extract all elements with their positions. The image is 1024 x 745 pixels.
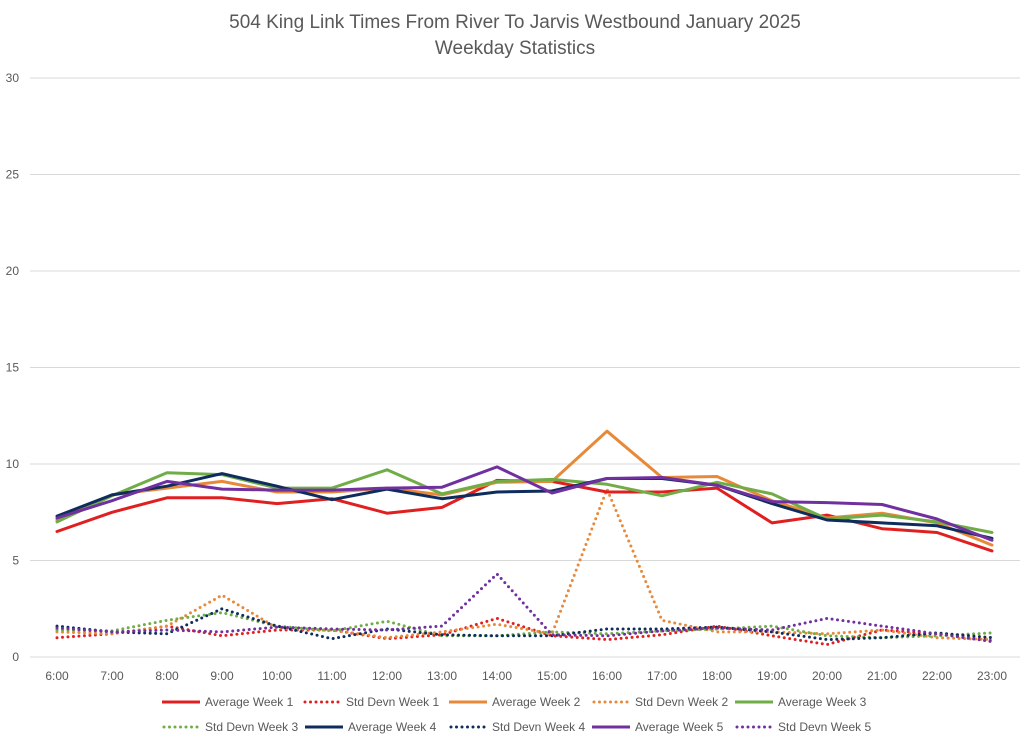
y-tick-label: 10 <box>6 457 20 471</box>
y-tick-label: 15 <box>6 361 20 375</box>
x-tick-label: 22:00 <box>922 669 952 683</box>
y-tick-label: 30 <box>6 71 20 85</box>
series-std-devn-week-3 <box>55 611 994 640</box>
legend-label-average-week-1: Average Week 1 <box>205 695 294 709</box>
y-tick-label: 0 <box>12 650 19 664</box>
legend-label-std-devn-week-3: Std Devn Week 3 <box>205 720 298 734</box>
x-tick-label: 21:00 <box>867 669 897 683</box>
series-std-devn-week-2 <box>55 487 994 642</box>
x-tick-label: 20:00 <box>812 669 842 683</box>
x-tick-label: 18:00 <box>702 669 732 683</box>
x-tick-label: 7:00 <box>100 669 124 683</box>
y-axis-ticks: 0 5 10 15 20 25 30 <box>6 71 20 664</box>
x-tick-label: 23:00 <box>977 669 1007 683</box>
series-std-devn-week-4 <box>55 607 994 642</box>
series-lines <box>55 429 994 646</box>
y-tick-label: 25 <box>6 168 20 182</box>
legend-label-std-devn-week-5: Std Devn Week 5 <box>778 720 871 734</box>
series-average-week-4 <box>55 472 994 540</box>
chart-subtitle: Weekday Statistics <box>435 38 595 59</box>
x-tick-label: 19:00 <box>757 669 787 683</box>
x-tick-label: 17:00 <box>647 669 677 683</box>
legend-label-std-devn-week-2: Std Devn Week 2 <box>635 695 728 709</box>
x-axis-ticks: 6:00 7:00 8:00 9:00 10:00 11:00 12:00 13:00 14:0… <box>45 669 1007 683</box>
x-tick-label: 6:00 <box>45 669 69 683</box>
legend-label-average-week-3: Average Week 3 <box>778 695 867 709</box>
x-tick-label: 13:00 <box>427 669 457 683</box>
x-tick-label: 16:00 <box>592 669 622 683</box>
x-tick-label: 12:00 <box>372 669 402 683</box>
series-std-devn-week-5 <box>55 572 994 644</box>
chart-title: 504 King Link Times From River To Jarvis… <box>229 12 801 33</box>
legend-label-average-week-4: Average Week 4 <box>348 720 437 734</box>
legend-label-average-week-5: Average Week 5 <box>635 720 724 734</box>
legend-label-average-week-2: Average Week 2 <box>492 695 581 709</box>
gridlines <box>30 77 1020 658</box>
x-tick-label: 11:00 <box>317 669 346 683</box>
series-std-devn-week-1 <box>55 616 994 646</box>
series-average-week-2 <box>55 429 994 547</box>
legend-label-std-devn-week-1: Std Devn Week 1 <box>346 695 439 709</box>
x-tick-label: 8:00 <box>155 669 179 683</box>
x-tick-label: 14:00 <box>482 669 512 683</box>
y-tick-label: 5 <box>12 554 19 568</box>
y-tick-label: 20 <box>6 264 20 278</box>
legend: Average Week 1 Std Devn Week 1 Average Wee… <box>162 695 871 734</box>
series-average-week-5 <box>55 465 994 542</box>
legend-label-std-devn-week-4: Std Devn Week 4 <box>492 720 585 734</box>
x-tick-label: 15:00 <box>537 669 567 683</box>
x-tick-label: 9:00 <box>210 669 234 683</box>
x-tick-label: 10:00 <box>262 669 292 683</box>
